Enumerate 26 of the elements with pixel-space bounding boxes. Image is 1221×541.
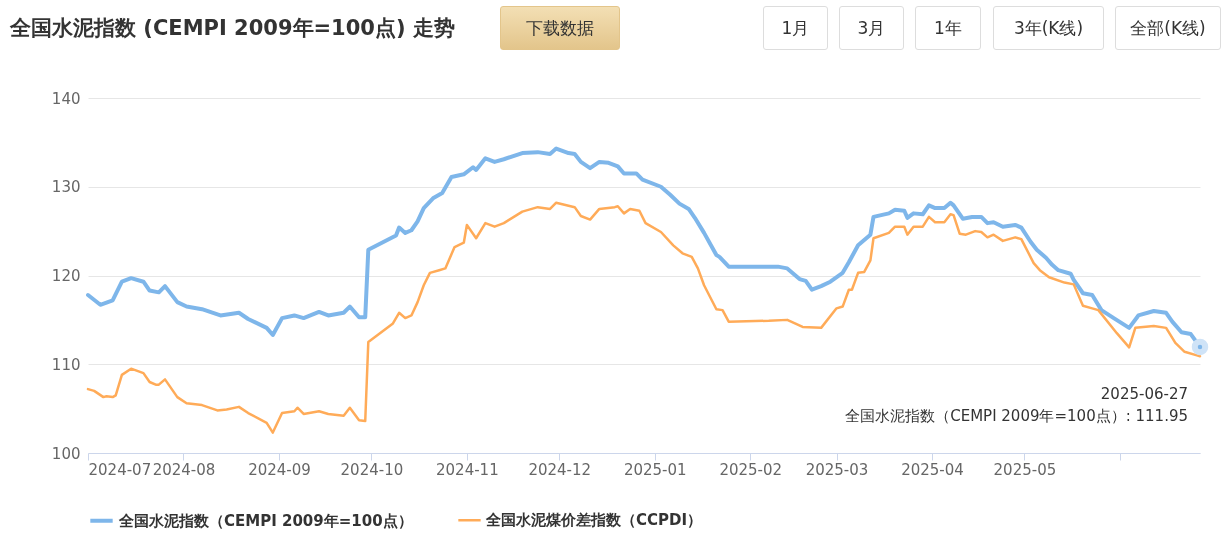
x-tick-label: 2024-11 <box>436 460 499 479</box>
x-tick-label: 2025-04 <box>901 460 964 479</box>
button[interactable]: 3年(K线) <box>993 6 1104 50</box>
x-tick-label: 2024-10 <box>340 460 404 479</box>
x-tick-label: 2025-01 <box>623 460 687 479</box>
y-tick-label: 120 <box>51 267 81 285</box>
x-tick-label: 2025-05 <box>993 460 1057 479</box>
x-tick-label: 2024-12 <box>528 460 592 479</box>
x-tick-label: 2025-02 <box>719 460 783 479</box>
button[interactable]: 下载数据 <box>500 6 620 50</box>
x-tick-label: 2024-08 <box>152 460 216 479</box>
y-tick-label: 140 <box>51 89 81 108</box>
chart-title: 全国水泥指数 (CEMPI 2009年=100点) 走势 <box>10 15 455 42</box>
x-tick-label: 2025-03 <box>805 460 869 479</box>
x-tick-label: 2024-09 <box>248 460 311 479</box>
annotation: 2025-06-27 全国水泥指数（CEMPI 2009年=100点）: 111.95 <box>845 384 1188 425</box>
button[interactable]: 1月 <box>763 6 828 50</box>
y-tick-label: 110 <box>51 355 81 374</box>
legend-label: 全国水泥煤价差指数（CCPDI） <box>485 511 703 530</box>
button[interactable]: 3月 <box>839 6 904 50</box>
y-tick-label: 100 <box>51 444 81 463</box>
button[interactable]: 1年 <box>915 6 981 50</box>
x-tick-label: 2024-07 <box>88 460 152 479</box>
button[interactable]: 全部(K线) <box>1115 6 1221 50</box>
y-tick-label: 130 <box>51 178 81 197</box>
legend-label: 全国水泥指数（CEMPI 2009年=100点） <box>118 511 413 530</box>
